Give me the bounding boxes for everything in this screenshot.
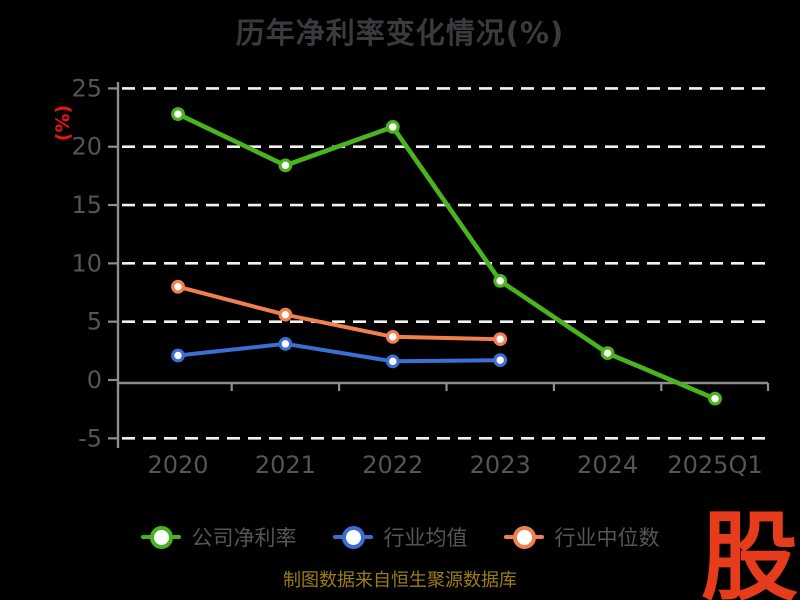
legend-item-industry-median: 行业中位数 bbox=[503, 522, 660, 552]
legend-marker-orange-icon bbox=[503, 525, 544, 550]
data-point-2 bbox=[171, 279, 185, 294]
data-point-1 bbox=[171, 348, 185, 363]
data-source-note: 制图数据来自恒生聚源数据库 bbox=[283, 570, 517, 591]
legend-marker-green-icon bbox=[140, 525, 181, 550]
x-tick-label: 2023 bbox=[470, 451, 531, 479]
chart-title: 历年净利率变化情况(%) bbox=[235, 16, 565, 50]
data-point-0 bbox=[171, 107, 185, 121]
watermark-logo: 股 bbox=[701, 501, 798, 600]
legend: 公司净利率 行业均值 行业中位数 bbox=[0, 515, 800, 559]
y-tick-label: 10 bbox=[71, 249, 102, 277]
data-point-1 bbox=[493, 353, 508, 368]
legend-item-company-net-margin: 公司净利率 bbox=[140, 522, 297, 552]
x-tick-label: 2021 bbox=[255, 451, 316, 479]
y-tick-label: 5 bbox=[87, 308, 102, 336]
y-tick-label: 25 bbox=[71, 74, 102, 102]
data-point-2 bbox=[385, 329, 400, 344]
data-point-2 bbox=[278, 307, 293, 322]
legend-dot-green bbox=[149, 525, 173, 549]
series-line-1 bbox=[176, 341, 503, 364]
x-tick-label: 2022 bbox=[362, 451, 423, 479]
data-point-2 bbox=[493, 332, 508, 347]
x-tick-label: 2020 bbox=[147, 451, 208, 479]
y-tick-label: -5 bbox=[78, 424, 102, 452]
legend-label-industry-average: 行业均值 bbox=[383, 526, 468, 550]
legend-item-industry-average: 行业均值 bbox=[332, 522, 468, 552]
data-point-0 bbox=[278, 158, 293, 173]
legend-label-industry-median: 行业中位数 bbox=[554, 526, 660, 550]
legend-dot-orange bbox=[512, 525, 536, 549]
legend-marker-blue-icon bbox=[332, 525, 373, 550]
data-point-0 bbox=[600, 346, 615, 361]
legend-dot-blue bbox=[341, 525, 365, 549]
data-point-1 bbox=[278, 336, 293, 351]
data-point-0 bbox=[708, 391, 722, 406]
y-tick-label: 15 bbox=[71, 191, 102, 219]
data-point-1 bbox=[385, 354, 400, 369]
x-tick-label: 2025Q1 bbox=[667, 451, 762, 479]
legend-label-company-net-margin: 公司净利率 bbox=[191, 526, 297, 550]
x-tick-label: 2024 bbox=[577, 451, 638, 479]
series-line-2 bbox=[176, 284, 503, 342]
series-line-0 bbox=[175, 111, 718, 401]
y-tick-label: 20 bbox=[71, 133, 102, 161]
data-point-0 bbox=[385, 119, 400, 134]
y-tick-label: 0 bbox=[87, 366, 102, 394]
data-point-0 bbox=[493, 273, 508, 288]
